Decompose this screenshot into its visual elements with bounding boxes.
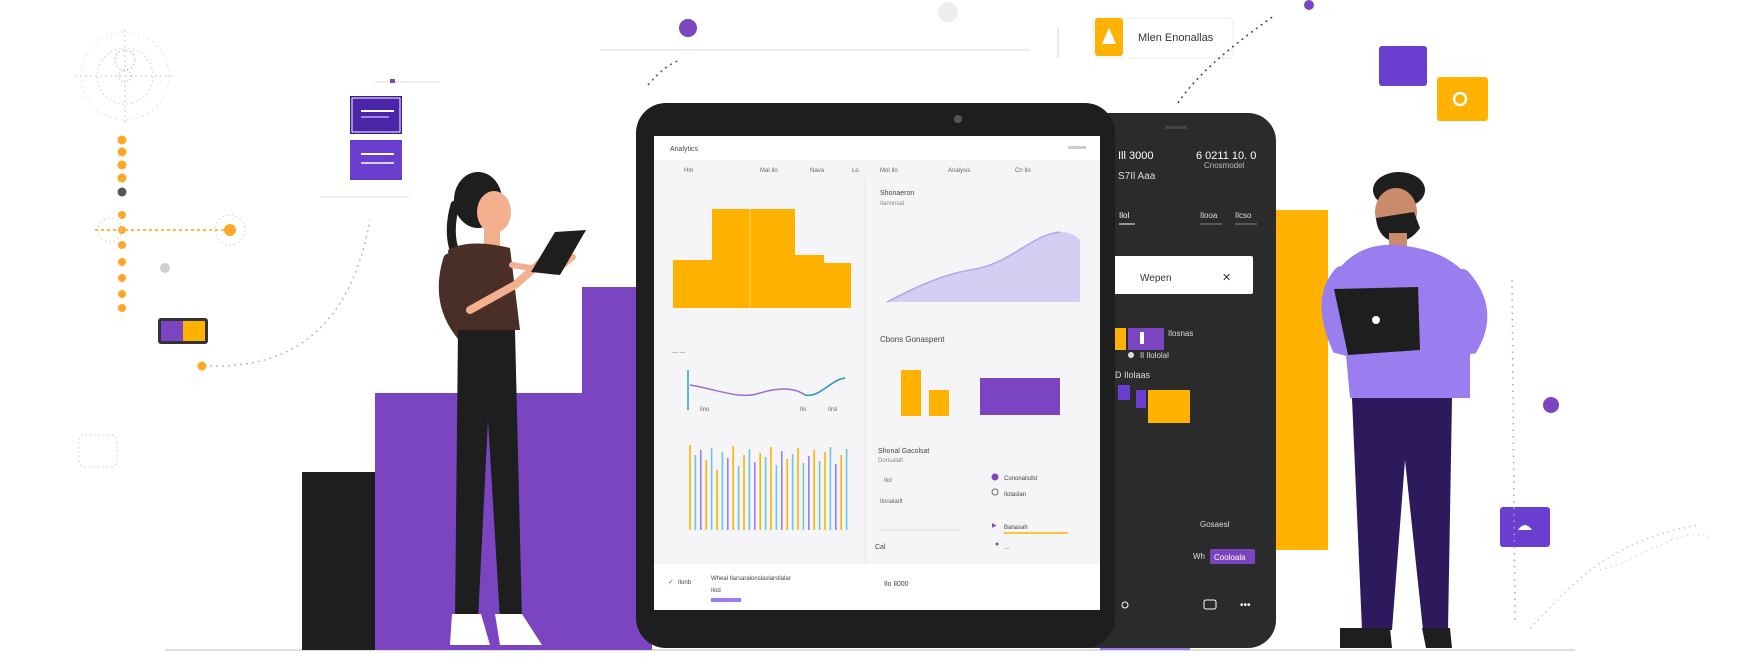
phone-bottom-badge-label: Cooloala	[1214, 553, 1246, 562]
tablet-panel-title: Cbons Gonaspent	[880, 335, 945, 344]
phone-tab-bar: Ilol Ilooa Ilcso	[1119, 211, 1257, 225]
tablet-footer-text: Wheal Ilarsaralonslaslarsllalar	[711, 576, 791, 582]
phone-list-row: D Ilolaas	[1115, 370, 1151, 380]
tablet-line-label: Ilo	[800, 407, 807, 413]
tablet-device: Analytics Hm Mal Ilo Nava Lo Mol Ilo Ana…	[636, 103, 1115, 648]
decor-dash-arc-right	[1177, 14, 1276, 104]
svg-text:…: …	[1004, 545, 1010, 551]
decor-square-purple	[1379, 46, 1427, 86]
tablet-stripe-bar-chart	[689, 445, 848, 530]
decor-chip-right	[1500, 507, 1550, 547]
tablet-line-label: lino	[700, 407, 710, 413]
tablet-legend-item: Cal	[875, 544, 886, 551]
decor-square-orange	[1437, 77, 1488, 121]
decor-dotted-swoosh	[1529, 524, 1701, 629]
decor-dash-arc	[647, 59, 681, 86]
phone-tab[interactable]: Ilooa	[1200, 211, 1218, 220]
decor-dot-purple	[679, 19, 697, 37]
orange-dot-chain	[95, 135, 371, 371]
phone-list-row: Ilosnas	[1168, 329, 1193, 338]
tablet-bar	[901, 370, 921, 416]
phone-top-right-value: 6 0211 10. 0	[1196, 150, 1256, 162]
decor-dot-top-right	[1304, 0, 1314, 10]
tablet-legend-item: Ilolaslan	[1004, 492, 1026, 498]
phone-top-left-sub: S7Il Aaa	[1118, 171, 1156, 182]
phone-bottom-label: Wh	[1193, 552, 1205, 561]
camera-icon	[954, 115, 962, 123]
tablet-nav-bar: Hm Mal Ilo Nava Lo Mol Ilo Analysis Cn I…	[684, 168, 1031, 174]
phone-bottom-label: Gosaesl	[1200, 520, 1230, 529]
tablet-held-icon	[531, 230, 586, 275]
tablet-nav-item[interactable]: Cn Ilo	[1015, 168, 1031, 174]
tablet-footer-label: Ilonb	[678, 580, 692, 586]
tablet-list-title: Shonal Gacolsat	[878, 448, 929, 455]
phone-tab[interactable]: Ilcso	[1235, 211, 1252, 220]
eye-icon	[1452, 91, 1468, 107]
tablet-footer-right: Ilo Il000	[884, 581, 909, 588]
tablet-screen	[654, 136, 1100, 610]
home-icon[interactable]	[1121, 601, 1129, 609]
check-icon: ✓	[668, 579, 674, 586]
dotted-sphere-decor	[75, 30, 175, 125]
phone-bottom-badge[interactable]	[1210, 549, 1255, 564]
tablet-line-label: Ilrsl	[828, 407, 837, 413]
tablet-list-subtitle: Dorisalalt	[878, 458, 903, 464]
block-dark	[302, 472, 375, 650]
tablet-sub-text: Ilonalarlt	[880, 499, 903, 505]
tablet-legend-item: Cunonalsdsl	[1004, 476, 1037, 482]
legend-dot-icon	[991, 488, 999, 496]
dotted-square-decor	[78, 434, 118, 468]
tablet-bar	[980, 378, 1060, 415]
phone-search-text: Wepen	[1140, 273, 1172, 284]
tablet-legend-item: Banasah	[1004, 525, 1028, 531]
man-figure	[1321, 172, 1488, 648]
phone-list-row: Il Ilololal	[1140, 351, 1169, 360]
phone-top-right-sub: Cnosmodel	[1204, 161, 1245, 170]
block-orange	[1276, 210, 1328, 550]
tablet-footer	[654, 564, 1100, 610]
tablet-header-brand: Analytics	[670, 146, 699, 153]
tablet-panel-title: Shonaeron	[880, 190, 914, 197]
tablet-nav-item[interactable]: Lo	[852, 168, 859, 174]
tablet-nav-item[interactable]: Mal Ilo	[760, 168, 778, 174]
tablet-nav-item[interactable]: Analysis	[948, 168, 970, 174]
tablet-line-title: — —	[672, 350, 686, 356]
tablet-nav-item[interactable]: Hm	[684, 168, 693, 174]
play-icon: ▶	[992, 523, 997, 529]
tablet-area-chart	[887, 232, 1080, 302]
mail-icon[interactable]	[1203, 599, 1217, 610]
toggle-chip-decor	[158, 318, 208, 344]
tablet-nav-item[interactable]: Mol Ilo	[880, 168, 898, 174]
tablet-bar	[929, 390, 949, 416]
decor-dot-gray	[938, 2, 958, 22]
tablet-panel-subtitle: Ilanonsal	[880, 201, 904, 207]
tablet-readout: Ilol	[884, 478, 892, 484]
more-icon[interactable]: •••	[1240, 600, 1251, 611]
tablet-histogram	[673, 209, 851, 308]
phone-tab[interactable]: Ilol	[1119, 211, 1129, 220]
tablet-footer-text: Ilod	[711, 588, 721, 594]
tablet-nav-item[interactable]: Nava	[810, 168, 825, 174]
phone-search-box[interactable]	[1113, 256, 1253, 294]
top-notification-badge: Mlen Enonallas	[1092, 17, 1234, 59]
decor-dot-right	[1543, 397, 1559, 413]
phone-top-left-value: Ill 3000	[1118, 150, 1153, 162]
legend-dot-icon	[991, 473, 999, 481]
close-icon[interactable]: ✕	[1222, 272, 1231, 284]
decor-dotted-swoosh-2	[1599, 533, 1713, 571]
floating-card-group-left	[320, 79, 440, 198]
phone-bottom-nav: •••	[1121, 599, 1251, 611]
decor-dotted-line-right	[1511, 279, 1516, 621]
woman-figure	[438, 172, 586, 645]
top-badge-label: Mlen Enonallas	[1138, 32, 1214, 44]
